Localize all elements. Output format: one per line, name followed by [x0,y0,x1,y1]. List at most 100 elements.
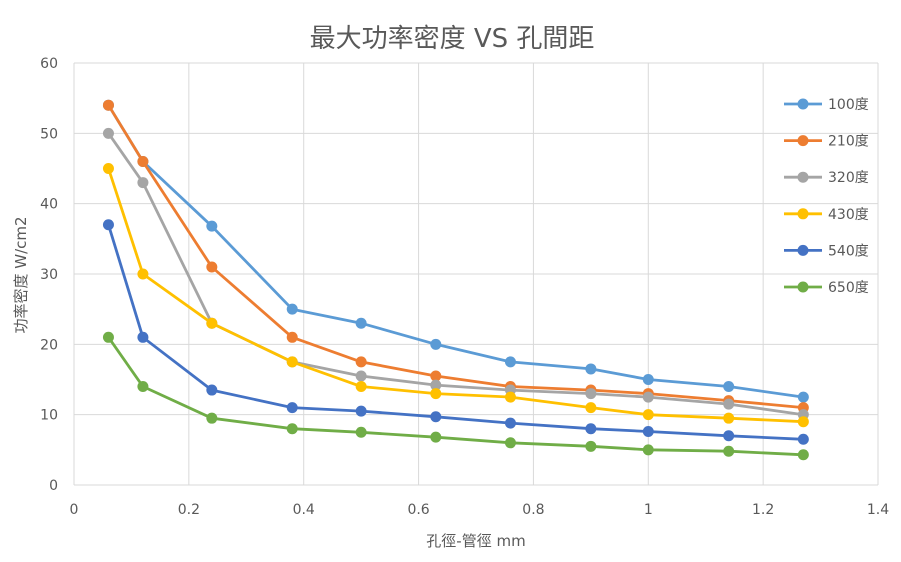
data-point [206,412,218,424]
data-point [585,402,597,414]
tick-layer: 0 10 20 30 40 50 60 0 0.2 0.4 0.6 0.8 1 1.2 1.4 [40,56,889,518]
data-point [355,381,367,393]
series-540度 [102,219,809,445]
legend-label: 430度 [828,207,869,223]
legend-swatch-marker [797,281,809,293]
data-point [286,331,298,343]
series-650度 [102,331,809,461]
data-point [585,363,597,375]
y-tick-label: 40 [40,197,58,213]
x-tick-label: 0.8 [522,502,544,518]
x-tick-label: 0.6 [407,502,429,518]
x-axis-label: 孔徑-管徑 mm [426,532,525,550]
data-point [355,405,367,417]
series-line [107,336,804,457]
data-point [102,127,114,139]
legend-item: 540度 [784,243,869,259]
legend-label: 100度 [828,97,869,113]
data-point [504,391,516,403]
series-430度 [102,163,809,428]
data-point [137,177,149,189]
data-point [642,409,654,421]
data-point [585,423,597,435]
legend-item: 210度 [784,134,869,150]
x-tick-label: 0.4 [293,502,315,518]
series-line [107,104,804,409]
data-point [286,402,298,414]
x-tick-label: 0 [70,502,79,518]
data-point [206,261,218,273]
data-point [206,220,218,232]
legend-label: 540度 [828,243,869,259]
data-point [102,219,114,231]
data-point [642,426,654,438]
legend-item: 430度 [784,207,869,223]
x-tick-label: 1.4 [867,502,889,518]
y-tick-label: 50 [40,126,58,142]
legend-item: 100度 [784,97,869,113]
data-point [642,391,654,403]
data-point [355,356,367,368]
data-point [504,437,516,449]
series-100度 [102,99,809,403]
data-point [286,303,298,315]
legend: 100度 210度 320度 430度 540度 650度 [784,97,869,296]
x-tick-label: 0.2 [178,502,200,518]
x-tick-label: 1.2 [752,502,774,518]
data-point [430,370,442,382]
legend-swatch-marker [797,208,809,220]
data-point [797,416,809,428]
data-point [504,417,516,429]
data-point [504,356,516,368]
data-point [206,317,218,329]
data-point [430,338,442,350]
data-point [286,356,298,368]
data-point [797,391,809,403]
legend-label: 650度 [828,280,869,296]
y-tick-label: 20 [40,337,58,353]
data-point [355,426,367,438]
data-point [430,388,442,400]
data-point [206,384,218,396]
data-point [355,370,367,382]
data-point [137,268,149,280]
data-point [723,398,735,410]
y-tick-label: 30 [40,267,58,283]
data-point [102,163,114,174]
data-point [797,449,809,461]
data-point [585,440,597,452]
data-point [585,388,597,400]
x-tick-label: 1 [644,502,653,518]
data-point [102,99,114,111]
data-point [137,155,149,167]
series-layer [102,99,809,461]
series-210度 [102,99,809,414]
data-point [642,444,654,456]
data-point [723,445,735,457]
data-point [430,411,442,423]
grid-layer [73,62,879,486]
series-line [107,224,804,441]
data-point [137,381,149,393]
y-tick-label: 60 [40,56,58,72]
data-point [430,431,442,443]
legend-swatch-marker [797,171,809,183]
data-point [723,412,735,424]
legend-swatch-marker [797,98,809,110]
legend-swatch-marker [797,135,809,147]
data-point [137,331,149,343]
data-point [355,317,367,329]
chart-title: 最大功率密度 VS 孔間距 [310,24,595,54]
legend-swatch-marker [797,244,809,256]
y-tick-label: 0 [49,478,58,494]
y-axis-label: 功率密度 W/cm2 [12,216,30,333]
data-point [430,379,442,391]
legend-item: 650度 [784,280,869,296]
data-point [286,423,298,435]
data-point [642,374,654,385]
legend-label: 320度 [828,170,869,186]
y-tick-label: 10 [40,408,58,424]
data-point [102,331,114,343]
data-point [723,430,735,442]
